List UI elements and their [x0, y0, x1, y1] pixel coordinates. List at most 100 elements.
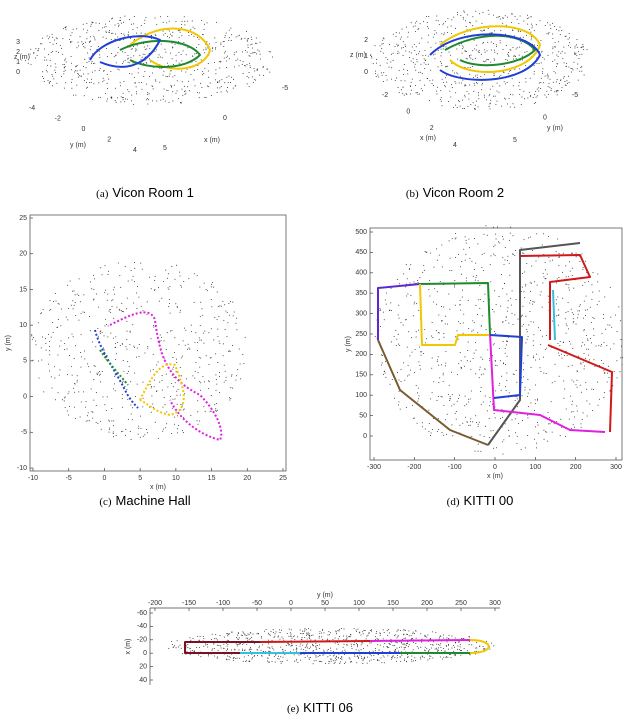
cloud-point	[399, 344, 401, 346]
cloud-point	[99, 373, 101, 375]
cloud-point	[274, 635, 276, 637]
cloud-point	[141, 56, 143, 58]
cloud-point	[70, 304, 72, 306]
cloud-point	[146, 429, 148, 431]
cloud-point	[224, 35, 226, 37]
cloud-point	[108, 431, 110, 433]
cloud-point	[577, 79, 579, 81]
cloud-point	[460, 360, 462, 362]
cloud-point	[199, 380, 201, 382]
cloud-point	[280, 646, 282, 648]
cloud-point	[362, 642, 364, 644]
cloud-point	[225, 379, 227, 381]
trajectory	[469, 639, 490, 654]
cloud-point	[233, 66, 235, 68]
cloud-point	[575, 52, 577, 54]
cloud-point	[197, 92, 199, 94]
cloud-point	[216, 639, 218, 641]
cloud-point	[130, 404, 132, 406]
cloud-point	[441, 320, 443, 322]
cloud-point	[228, 37, 230, 39]
cloud-point	[32, 337, 34, 339]
cloud-point	[315, 659, 317, 661]
cloud-point	[346, 635, 348, 637]
cloud-point	[185, 329, 187, 331]
cloud-point	[52, 36, 54, 38]
cloud-point	[468, 636, 470, 638]
cloud-point	[493, 58, 495, 60]
cloud-point	[267, 68, 269, 70]
cloud-point	[101, 332, 103, 334]
cloud-point	[182, 355, 184, 357]
cloud-point	[211, 50, 213, 52]
cloud-point	[388, 632, 390, 634]
cloud-point	[604, 296, 606, 298]
cloud-point	[199, 316, 201, 318]
tick-label: 5	[513, 137, 517, 144]
x-axis-label: y (m)	[317, 592, 333, 599]
cloud-point	[468, 238, 470, 240]
cloud-point	[127, 280, 129, 282]
y-tick-label: 10	[19, 322, 27, 329]
cloud-point	[417, 282, 419, 284]
cloud-point	[288, 635, 290, 637]
cloud-point	[114, 374, 116, 376]
cloud-point	[503, 72, 505, 74]
cloud-point	[126, 308, 128, 310]
cloud-point	[400, 36, 402, 38]
cloud-point	[475, 342, 477, 344]
cloud-point	[171, 644, 173, 646]
cloud-point	[295, 649, 297, 651]
cloud-point	[436, 90, 438, 92]
cloud-point	[533, 70, 535, 72]
cloud-point	[411, 660, 413, 662]
cloud-point	[208, 332, 210, 334]
cloud-point	[447, 656, 449, 658]
cloud-point	[448, 384, 450, 386]
cloud-point	[530, 402, 532, 404]
cloud-point	[431, 83, 433, 85]
cloud-point	[163, 340, 165, 342]
cloud-point	[74, 71, 76, 73]
cloud-point	[591, 298, 593, 300]
tick-label: 0	[223, 115, 227, 122]
cloud-point	[406, 633, 408, 635]
cloud-point	[503, 439, 505, 441]
x-tick-label: 50	[321, 600, 329, 607]
cloud-point	[435, 19, 437, 21]
cloud-point	[411, 351, 413, 353]
cloud-point	[357, 646, 359, 648]
cloud-point	[73, 387, 75, 389]
cloud-point	[433, 266, 435, 268]
cloud-point	[127, 33, 129, 35]
cloud-point	[114, 375, 116, 377]
cloud-point	[383, 72, 385, 74]
cloud-point	[254, 643, 256, 645]
cloud-point	[178, 646, 180, 648]
cloud-point	[149, 384, 151, 386]
cloud-point	[176, 305, 178, 307]
cloud-point	[208, 363, 210, 365]
cloud-point	[318, 637, 320, 639]
cloud-point	[269, 71, 271, 73]
cloud-point	[453, 650, 455, 652]
cloud-point	[428, 100, 430, 102]
cloud-point	[423, 657, 425, 659]
cloud-point	[85, 420, 87, 422]
cloud-point	[565, 84, 567, 86]
cloud-point	[217, 305, 219, 307]
cloud-point	[440, 100, 442, 102]
cloud-point	[174, 645, 176, 647]
cloud-point	[114, 343, 116, 345]
cloud-point	[394, 397, 396, 399]
cloud-point	[126, 372, 128, 374]
cloud-point	[91, 288, 93, 290]
cloud-point	[486, 58, 488, 60]
cloud-point	[246, 634, 248, 636]
cloud-point	[400, 89, 402, 91]
cloud-point	[432, 85, 434, 87]
cloud-point	[190, 414, 192, 416]
cloud-point	[404, 44, 406, 46]
cloud-point	[252, 47, 254, 49]
cloud-point	[108, 428, 110, 430]
